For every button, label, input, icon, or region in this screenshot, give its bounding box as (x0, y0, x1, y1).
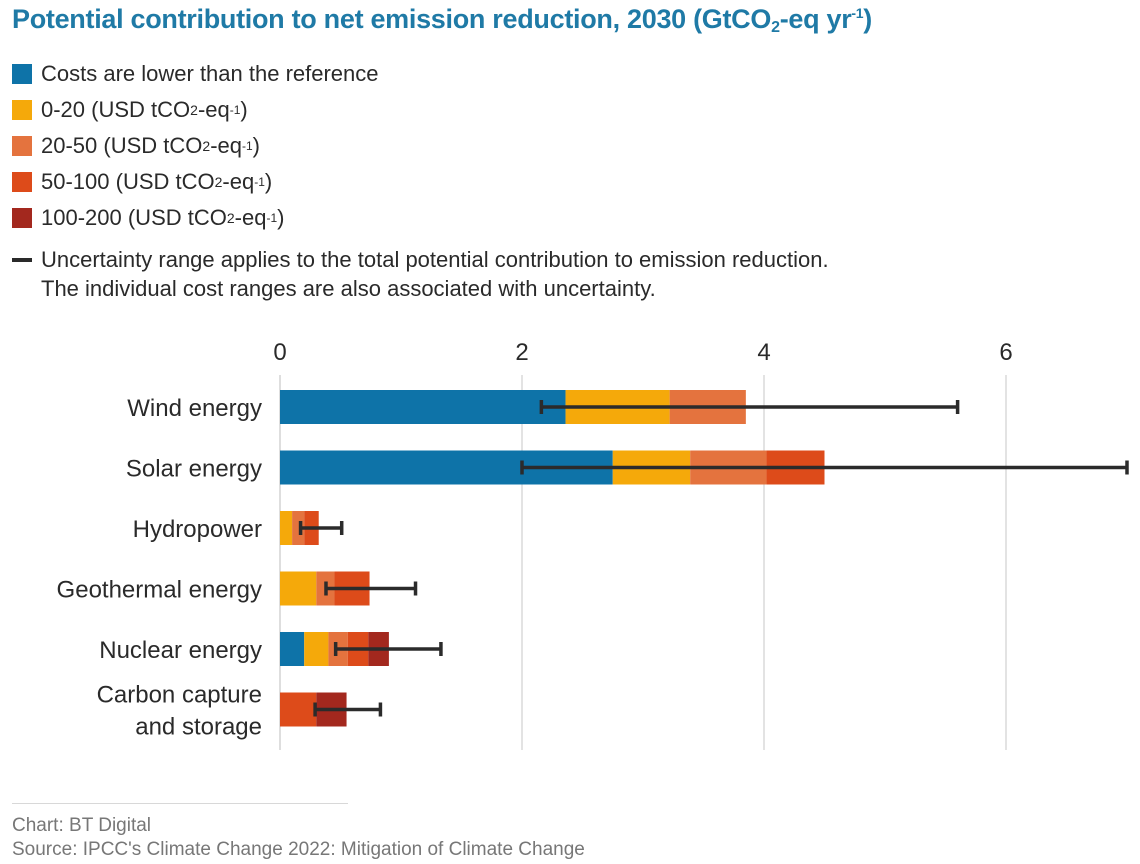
legend-superscript: -1 (241, 139, 253, 153)
title-superscript: -1 (851, 5, 864, 21)
bar-chart: 0 2 4 6 Wind energy Solar energy Hydropower Ge… (57, 339, 1129, 750)
legend-subscript: 2 (190, 102, 198, 118)
chart-source: Source: IPCC's Climate Change 2022: Miti… (12, 839, 585, 860)
bar-segment (280, 692, 317, 727)
legend-unit: -eq (210, 133, 242, 158)
legend-swatch (12, 64, 32, 84)
legend-subscript: 2 (202, 138, 211, 154)
legend-item-50-100: 50-100 (USD tCO 2 -eq -1) (12, 164, 379, 200)
legend-superscript: -1 (254, 175, 265, 189)
legend-item-100-200: 100-200 (USD tCO 2 -eq -1) (12, 200, 379, 236)
legend-subscript: 2 (214, 174, 223, 190)
bar-segment (304, 632, 329, 666)
x-tick-label: 4 (757, 339, 770, 366)
legend-label: 0-20 (USD tCO (41, 97, 191, 122)
category-label-line: and storage (135, 714, 262, 741)
legend-swatch (12, 136, 32, 156)
bar-segment (280, 390, 566, 424)
legend-unit: -eq (222, 169, 255, 194)
legend-item-lower-cost: Costs are lower than the reference (12, 56, 379, 92)
category-label: Geothermal energy (57, 577, 262, 604)
error-bar (333, 642, 443, 656)
error-bar (324, 581, 418, 596)
error-bar (520, 460, 1129, 475)
bar-segment (292, 511, 305, 545)
bar-segment (280, 511, 293, 545)
category-label: Solar energy (126, 456, 262, 483)
legend-item-0-20: 0-20 (USD tCO 2 -eq -1) (12, 92, 379, 128)
legend-unit: -eq (197, 97, 230, 122)
title-text: Potential contribution to net emission r… (12, 4, 772, 34)
title-text-end: ) (863, 4, 872, 34)
error-bar (539, 400, 960, 414)
note-line-1: Uncertainty range applies to the total p… (12, 245, 829, 274)
chart-title: Potential contribution to net emission r… (12, 4, 872, 37)
x-axis-ticks: 0 2 4 6 (273, 339, 1012, 366)
legend-label: 50-100 (USD tCO (41, 169, 215, 194)
legend-label: Costs are lower than the reference (41, 61, 379, 86)
bar-segment (280, 571, 317, 606)
category-label: Wind energy (127, 395, 262, 422)
legend-swatch (12, 172, 32, 192)
legend-unit-end: ) (252, 133, 260, 158)
x-tick-label: 0 (273, 339, 286, 366)
legend-swatch (12, 100, 32, 120)
legend-unit-end: ) (264, 169, 273, 194)
legend-item-20-50: 20-50 (USD tCO 2 -eq -1) (12, 128, 379, 164)
x-tick-label: 2 (515, 339, 528, 366)
legend-unit-end: ) (277, 205, 285, 230)
legend-subscript: 2 (226, 210, 235, 226)
chart-credit: Chart: BT Digital (12, 815, 152, 836)
gridlines (279, 375, 1007, 750)
legend-label: 100-200 (USD tCO (41, 205, 227, 230)
legend-superscript: -1 (266, 211, 278, 225)
error-bars (298, 400, 1129, 717)
footer: Chart: BT Digital Source: IPCC's Climate… (12, 814, 585, 862)
note-text-1: Uncertainty range applies to the total p… (41, 247, 829, 272)
category-label: Hydropower (133, 516, 262, 543)
legend: Costs are lower than the reference 0-20 … (12, 56, 379, 236)
uncertainty-note: Uncertainty range applies to the total p… (12, 245, 829, 303)
category-label: Nuclear energy (99, 637, 262, 664)
error-bar (298, 521, 344, 535)
category-label: Carbon capture and storage (97, 682, 262, 741)
legend-label: 20-50 (USD tCO (41, 133, 203, 158)
footer-divider (12, 803, 348, 804)
x-tick-label: 6 (999, 339, 1012, 366)
uncertainty-dash-icon (12, 257, 32, 262)
legend-unit: -eq (234, 205, 267, 230)
legend-unit-end: ) (240, 97, 248, 122)
bars (280, 390, 825, 727)
category-label-line: Carbon capture (97, 682, 262, 709)
legend-swatch (12, 208, 32, 228)
legend-superscript: -1 (229, 103, 241, 117)
error-bar (313, 702, 383, 717)
title-subscript: 2 (771, 19, 780, 36)
title-text-mid: -eq yr (779, 4, 852, 34)
bar-group (280, 632, 389, 666)
category-labels: Wind energy Solar energy Hydropower Geother… (57, 395, 262, 741)
bar-segment (280, 632, 305, 666)
note-text-2: The individual cost ranges are also asso… (41, 276, 656, 301)
